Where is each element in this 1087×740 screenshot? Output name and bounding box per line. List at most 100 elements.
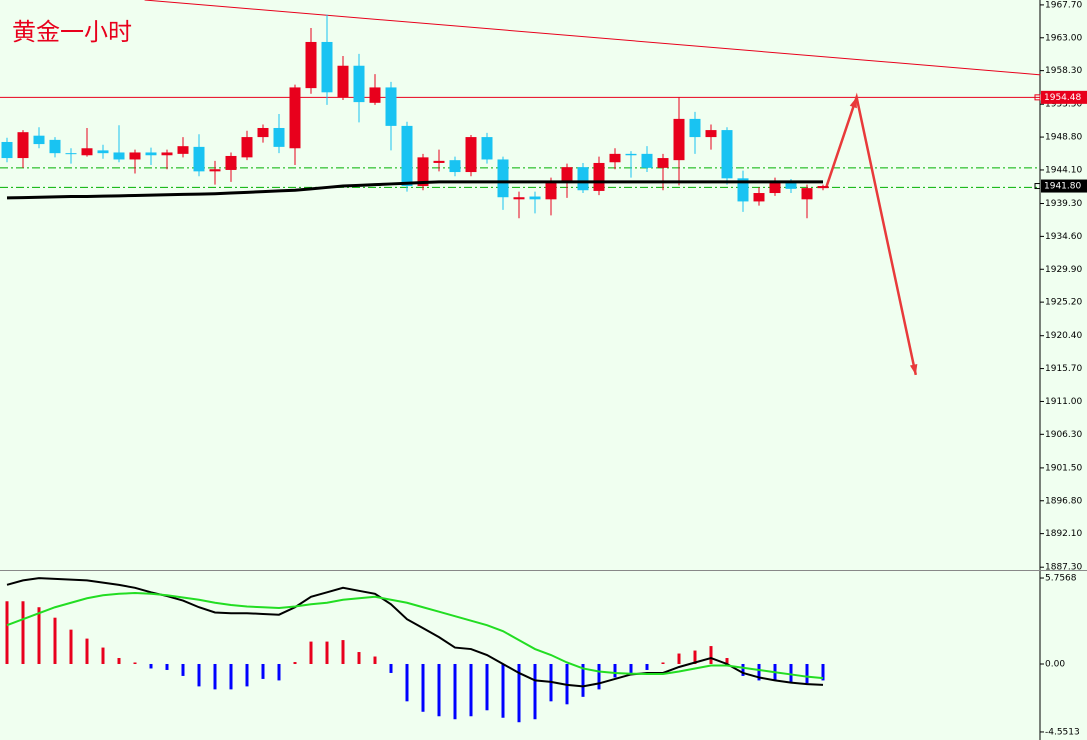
y-tick-label: 1887.30 [1045, 563, 1082, 573]
candle-body [17, 132, 29, 159]
candle-body [289, 87, 301, 149]
histogram-bar [693, 650, 697, 664]
histogram-bar [661, 662, 665, 664]
histogram-bar [69, 629, 73, 664]
candle-body [689, 118, 701, 138]
histogram-bar [709, 646, 713, 664]
histogram-bar [341, 640, 345, 664]
y-tick-label: 1953.50 [1045, 100, 1082, 110]
candle-body [561, 167, 573, 182]
candle-body [305, 41, 317, 89]
chart-title: 黄金一小时 [12, 18, 132, 46]
candle-body [49, 139, 61, 154]
histogram-bar [85, 638, 89, 664]
price-label: 1954.48 [1044, 93, 1081, 103]
candle-body [625, 153, 637, 156]
candle-body [129, 152, 141, 160]
y-tick-label: 1934.60 [1045, 232, 1082, 242]
histogram-bar [789, 663, 793, 682]
candle-body [321, 41, 333, 93]
y-tick-label: 1939.30 [1045, 199, 1082, 209]
candle-body [705, 130, 717, 138]
histogram-bar [21, 601, 25, 664]
histogram-bar [405, 663, 409, 702]
histogram-bar [309, 641, 313, 664]
histogram-bar [677, 653, 681, 664]
histogram-bar [421, 663, 425, 712]
candle-body [449, 160, 461, 173]
candle-body [273, 127, 285, 147]
candle-body [65, 153, 77, 155]
histogram-bar [389, 663, 393, 673]
candle-body [577, 167, 589, 191]
price-label-box [1041, 179, 1087, 193]
y-tick-label: 1944.10 [1045, 165, 1082, 175]
candle-body [433, 160, 445, 163]
candle-body [193, 146, 205, 172]
histogram-bar [261, 663, 265, 679]
y-tick-label: 1901.50 [1045, 463, 1082, 473]
y-tick-label: 1967.70 [1045, 0, 1082, 10]
histogram-bar [485, 663, 489, 711]
histogram-bar [469, 663, 473, 717]
candle-body [481, 137, 493, 160]
candle-body [369, 87, 381, 103]
candle-body [721, 130, 733, 179]
candle-body [593, 162, 605, 191]
arrow-head [849, 97, 857, 109]
histogram-bar [597, 663, 601, 690]
histogram-bar [821, 663, 825, 681]
indicator-line [6, 592, 824, 680]
indicator-line [6, 577, 824, 688]
price-label-box [1041, 90, 1087, 104]
histogram-bar [741, 663, 745, 676]
candle-body [33, 135, 45, 145]
candle-body [1, 141, 13, 159]
y-tick-label: 1896.80 [1045, 496, 1082, 506]
candle-body [177, 146, 189, 154]
histogram-bar [101, 647, 105, 664]
histogram-bar [357, 652, 361, 664]
histogram-bar [245, 663, 249, 687]
histogram-bar [133, 662, 137, 664]
y-tick-label: 1948.80 [1045, 133, 1082, 143]
histogram-bar [213, 663, 217, 690]
histogram-bar [805, 663, 809, 684]
candle-body [801, 188, 813, 200]
candle-body [97, 150, 109, 154]
histogram-bar [149, 663, 153, 669]
price-marker [1034, 94, 1041, 101]
y-tick-label: 1958.30 [1045, 66, 1082, 76]
candle-body [753, 193, 765, 202]
histogram-bar [277, 663, 281, 681]
y-tick-label: 1915.70 [1045, 364, 1082, 374]
candle-body [401, 125, 413, 187]
y-tick-label: 0.00 [1045, 659, 1065, 669]
price-label: 1941.80 [1044, 182, 1081, 192]
y-tick-label: 1920.40 [1045, 331, 1082, 341]
candle-body [161, 152, 173, 156]
y-tick-label: 1911.00 [1045, 397, 1082, 407]
candle-body [353, 65, 365, 103]
histogram-bar [181, 663, 185, 676]
y-tick-label: -4.5513 [1045, 727, 1080, 737]
histogram-bar [5, 601, 9, 664]
histogram-bar [453, 663, 457, 720]
arrow-head [909, 363, 918, 375]
candle-body [513, 197, 525, 200]
histogram-bar [325, 641, 329, 664]
histogram-bar [725, 658, 729, 664]
candle-body [545, 181, 557, 200]
candle-body [769, 181, 781, 194]
y-tick-label: 1906.30 [1045, 430, 1082, 440]
candle-body [257, 127, 269, 138]
trend-line [825, 92, 918, 376]
candle-body [385, 87, 397, 126]
histogram-bar [373, 656, 377, 664]
candle-body [673, 118, 685, 161]
histogram-bar [197, 663, 201, 687]
y-tick-label: 1892.10 [1045, 529, 1082, 539]
y-tick-label: 1963.00 [1045, 33, 1082, 43]
